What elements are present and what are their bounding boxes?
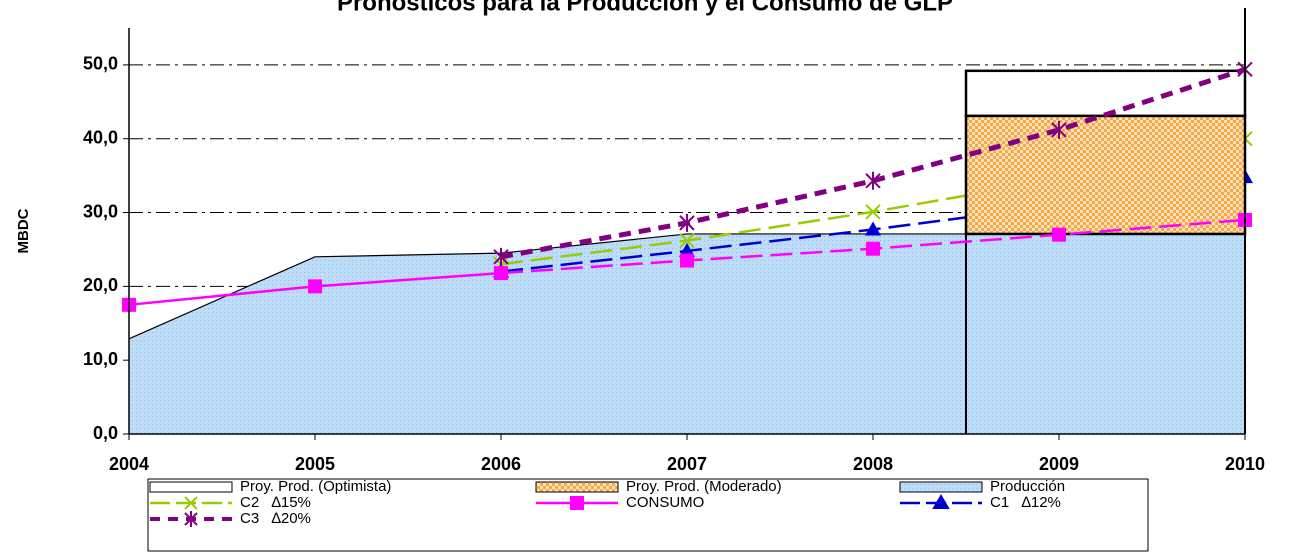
- y-tick-label: 10,0: [83, 349, 118, 369]
- marker: [865, 171, 881, 190]
- y-tick-label: 50,0: [83, 54, 118, 74]
- legend-label: C1 ∆12%: [990, 494, 1061, 511]
- marker: [866, 241, 880, 256]
- legend-label: C3 ∆20%: [240, 510, 311, 527]
- x-tick-label: 2005: [295, 454, 335, 474]
- x-tick-label: 2008: [853, 454, 893, 474]
- legend-swatch: [149, 481, 233, 493]
- x-tick-label: 2010: [1225, 454, 1265, 474]
- chart-title: Pronósticos para la Producción y el Cons…: [337, 0, 953, 16]
- y-tick-label: 0,0: [93, 423, 118, 443]
- marker: [865, 221, 881, 236]
- legend-marker-shape: [184, 496, 198, 510]
- legend-label: Producción: [990, 478, 1065, 495]
- line: [500, 66, 1246, 260]
- x-tick-label: 2007: [667, 454, 707, 474]
- x-tick-label: 2006: [481, 454, 521, 474]
- box: [964, 69, 1247, 118]
- x-tick-label: 2009: [1039, 454, 1079, 474]
- legend-marker-shape: [184, 511, 198, 527]
- marker: [865, 204, 881, 220]
- legend-label: CONSUMO: [626, 494, 704, 511]
- marker: [308, 279, 322, 294]
- legend-swatch: [535, 481, 619, 493]
- x-tick-label: 2004: [109, 454, 149, 474]
- marker: [679, 242, 695, 257]
- y-tick-label: 20,0: [83, 275, 118, 295]
- legend-marker-shape: [570, 496, 584, 510]
- marker: [680, 253, 694, 268]
- legend-marker: [184, 496, 198, 510]
- box: [964, 114, 1247, 236]
- legend-swatch: [899, 481, 983, 493]
- legend-marker: [184, 511, 198, 527]
- y-tick-label: 40,0: [83, 127, 118, 147]
- legend-label: Proy. Prod. (Moderado): [626, 478, 782, 495]
- marker: [493, 247, 509, 266]
- y-tick-label: 30,0: [83, 201, 118, 221]
- legend-marker: [570, 496, 584, 510]
- legend-label: Proy. Prod. (Optimista): [240, 478, 391, 495]
- marker: [1052, 227, 1066, 242]
- marker: [679, 213, 695, 232]
- legend-marker-shape: [932, 494, 950, 509]
- marker: [679, 232, 695, 249]
- marker: [494, 266, 508, 281]
- legend-label: C2 ∆15%: [240, 494, 311, 511]
- legend-marker: [932, 494, 950, 509]
- marker: [1051, 120, 1067, 139]
- y-axis-label: MBDC: [15, 208, 32, 253]
